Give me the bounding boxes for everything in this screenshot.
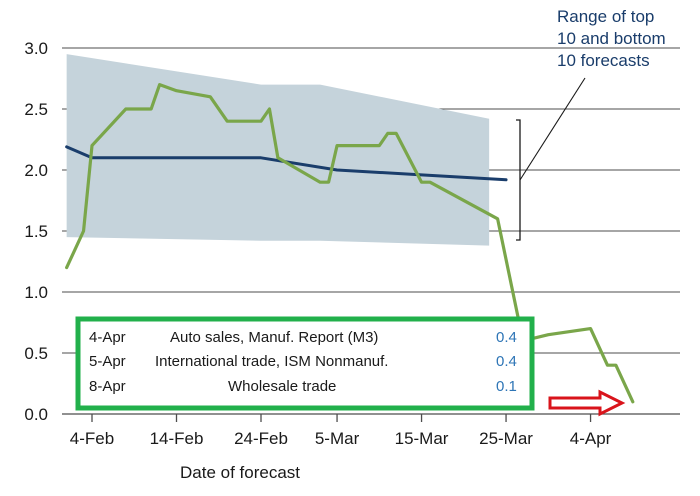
x-tick-label: 4-Apr xyxy=(570,429,612,448)
annotation-line-1: Range of top xyxy=(557,7,654,26)
y-tick-label: 1.5 xyxy=(24,222,48,241)
x-tick-label: 25-Mar xyxy=(479,429,533,448)
table-row-1-value: 0.4 xyxy=(496,329,517,346)
x-tick-label: 24-Feb xyxy=(234,429,288,448)
annotation-line-3: 10 forecasts xyxy=(557,51,650,70)
y-tick-label: 2.5 xyxy=(24,100,48,119)
band-bracket xyxy=(516,119,521,241)
series-line-median xyxy=(65,145,508,182)
x-tick-label: 15-Mar xyxy=(395,429,449,448)
y-tick-label: 0.5 xyxy=(24,344,48,363)
y-tick-label: 2.0 xyxy=(24,161,48,180)
table-row-3-value: 0.1 xyxy=(496,378,517,395)
arrow-right-icon xyxy=(548,389,626,417)
x-axis: 4-Feb 14-Feb 24-Feb 5-Mar 15-Mar 25-Mar 4-Apr xyxy=(62,413,680,448)
table-row-2-value: 0.4 xyxy=(496,353,517,370)
x-axis-label: Date of forecast xyxy=(180,463,300,482)
annotation-line-2: 10 and bottom xyxy=(557,29,666,48)
table-row-2-date: 5-Apr xyxy=(89,353,126,370)
release-table-border xyxy=(75,316,535,411)
y-tick-label: 1.0 xyxy=(24,283,48,302)
annotation-leader xyxy=(519,77,586,181)
table-row-2-event: International trade, ISM Nonmanuf. xyxy=(155,353,388,370)
y-tick-label: 3.0 xyxy=(24,39,48,58)
x-tick-label: 4-Feb xyxy=(70,429,114,448)
x-tick-label: 5-Mar xyxy=(315,429,360,448)
table-row-1-event: Auto sales, Manuf. Report (M3) xyxy=(170,329,378,346)
table-row-1-date: 4-Apr xyxy=(89,329,126,346)
x-tick-label: 14-Feb xyxy=(150,429,204,448)
y-axis: 0.0 0.5 1.0 1.5 2.0 2.5 3.0 xyxy=(24,39,48,424)
release-table: 4-Apr Auto sales, Manuf. Report (M3) 0.4… xyxy=(75,316,535,411)
table-row-3-event: Wholesale trade xyxy=(228,378,336,395)
table-row-3-date: 8-Apr xyxy=(89,378,126,395)
y-tick-label: 0.0 xyxy=(24,405,48,424)
band-annotation: Range of top 10 and bottom 10 forecasts xyxy=(516,7,666,241)
